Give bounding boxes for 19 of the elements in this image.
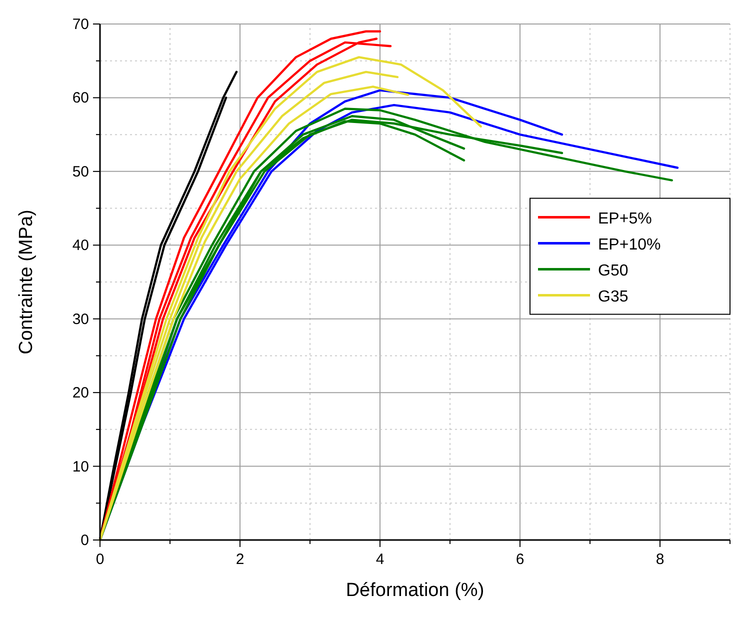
legend-label: G35 (598, 288, 628, 306)
x-tick-label: 6 (516, 551, 524, 568)
y-tick-label: 30 (72, 310, 89, 328)
legend-label: EP+5% (598, 210, 652, 228)
y-tick-label: 60 (72, 90, 89, 107)
x-tick-label: 4 (376, 551, 384, 568)
x-tick-label: 0 (96, 551, 104, 568)
x-tick-label: 8 (656, 551, 664, 568)
x-tick-label: 2 (236, 551, 244, 568)
y-axis-title: Contrainte (MPa) (16, 210, 37, 354)
y-tick-label: 50 (72, 163, 89, 180)
y-tick-label: 40 (72, 237, 89, 254)
x-axis-title: Déformation (%) (346, 580, 484, 601)
y-tick-label: 70 (72, 16, 89, 33)
y-tick-label: 20 (72, 384, 89, 402)
y-tick-label: 0 (80, 532, 89, 549)
legend-label: EP+10% (598, 236, 661, 254)
legend-label: G50 (598, 262, 628, 280)
y-tick-label: 10 (72, 458, 89, 476)
